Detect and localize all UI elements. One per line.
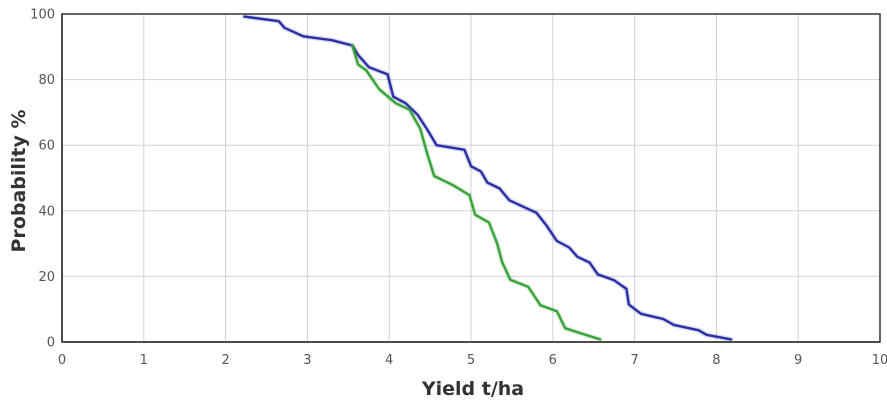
y-tick-label: 80 xyxy=(38,73,55,88)
grid xyxy=(61,13,881,343)
y-tick-label: 100 xyxy=(30,8,55,23)
x-tick-labels: 0 1 2 3 4 5 6 7 8 9 10 xyxy=(58,353,887,368)
y-axis-title: Probability % xyxy=(8,109,30,252)
x-tick-label: 8 xyxy=(712,353,720,368)
series-1-halo xyxy=(241,14,734,342)
y-tick-label: 60 xyxy=(38,139,55,154)
x-tick-label: 4 xyxy=(385,353,393,368)
x-tick-label: 1 xyxy=(140,353,148,368)
x-axis-title: Yield t/ha xyxy=(421,378,524,400)
x-tick-label: 10 xyxy=(872,353,887,368)
series-group xyxy=(241,14,734,342)
y-tick-label: 40 xyxy=(38,204,55,219)
y-tick-labels: 0 20 40 60 80 100 xyxy=(30,8,55,351)
x-tick-label: 6 xyxy=(549,353,557,368)
series-2-line xyxy=(351,44,602,341)
x-tick-label: 7 xyxy=(630,353,638,368)
x-tick-label: 3 xyxy=(303,353,311,368)
x-tick-label: 2 xyxy=(221,353,229,368)
x-tick-label: 5 xyxy=(467,353,475,368)
y-tick-label: 20 xyxy=(38,270,55,285)
x-tick-label: 9 xyxy=(794,353,802,368)
x-tick-label: 0 xyxy=(58,353,66,368)
series-1-line xyxy=(243,15,733,341)
y-tick-label: 0 xyxy=(47,336,55,351)
